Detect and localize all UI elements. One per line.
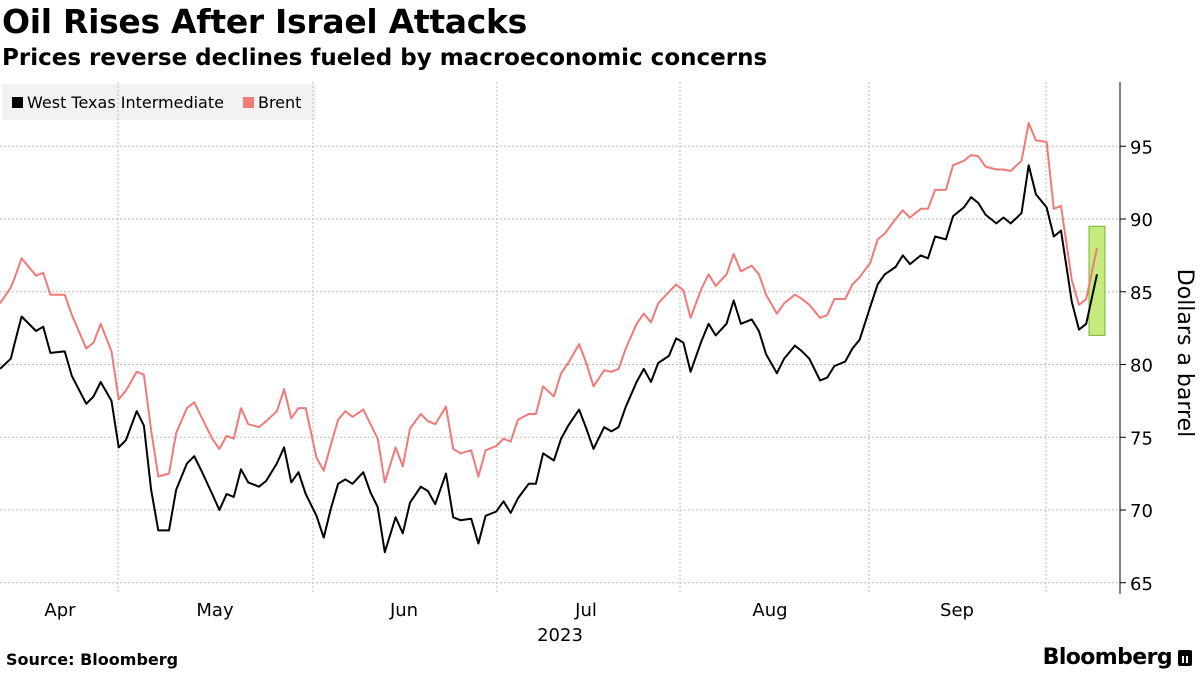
- x-tick-label-sep: Sep: [940, 600, 974, 621]
- y-tick-label-70: 70: [1130, 501, 1153, 522]
- y-axis-label: Dollars a barrel: [1172, 269, 1197, 437]
- x-tick-label-apr: Apr: [44, 600, 76, 621]
- legend: West Texas Intermediate Brent: [2, 84, 316, 120]
- legend-label-brent: Brent: [257, 92, 302, 112]
- chart-subtitle: Prices reverse declines fueled by macroe…: [2, 45, 768, 71]
- y-tick-label-90: 90: [1130, 210, 1153, 231]
- highlight-box: [1088, 225, 1106, 336]
- x-tick-label-jul: Jul: [574, 600, 597, 621]
- legend-item-wti: West Texas Intermediate: [12, 93, 224, 112]
- x-tick-label-may: May: [196, 600, 234, 621]
- source-note: Source: Bloomberg: [6, 650, 179, 669]
- x-tick-label-aug: Aug: [752, 600, 787, 621]
- chart-title: Oil Rises After Israel Attacks: [2, 2, 528, 41]
- wti-line: [0, 164, 1098, 554]
- series-layer: [0, 122, 1098, 554]
- y-tick-label-95: 95: [1130, 137, 1153, 158]
- brent-line: [0, 122, 1098, 484]
- x-tick-label-jun: Jun: [389, 600, 418, 621]
- y-tick-label-65: 65: [1130, 574, 1153, 595]
- logo-text: Bloomberg: [1042, 645, 1173, 670]
- x-year-label: 2023: [537, 625, 583, 646]
- legend-swatch-brent: [242, 96, 254, 108]
- bloomberg-logo: Bloomberg: [1043, 645, 1192, 670]
- y-tick-label-80: 80: [1130, 356, 1153, 377]
- x-tick-layer: Apr May Jun Jul Aug Sep: [44, 600, 974, 621]
- y-tick-layer: 65 70 75 80 85 90 95: [1120, 137, 1153, 595]
- legend-label-wti: West Texas Intermediate: [27, 92, 224, 112]
- legend-item-brent: Brent: [242, 92, 302, 112]
- legend-swatch-wti: [12, 96, 23, 108]
- y-tick-label-85: 85: [1130, 283, 1153, 304]
- grid-layer: [0, 82, 1120, 594]
- y-tick-label-75: 75: [1130, 428, 1153, 449]
- bloomberg-terminal-icon: [1178, 649, 1192, 666]
